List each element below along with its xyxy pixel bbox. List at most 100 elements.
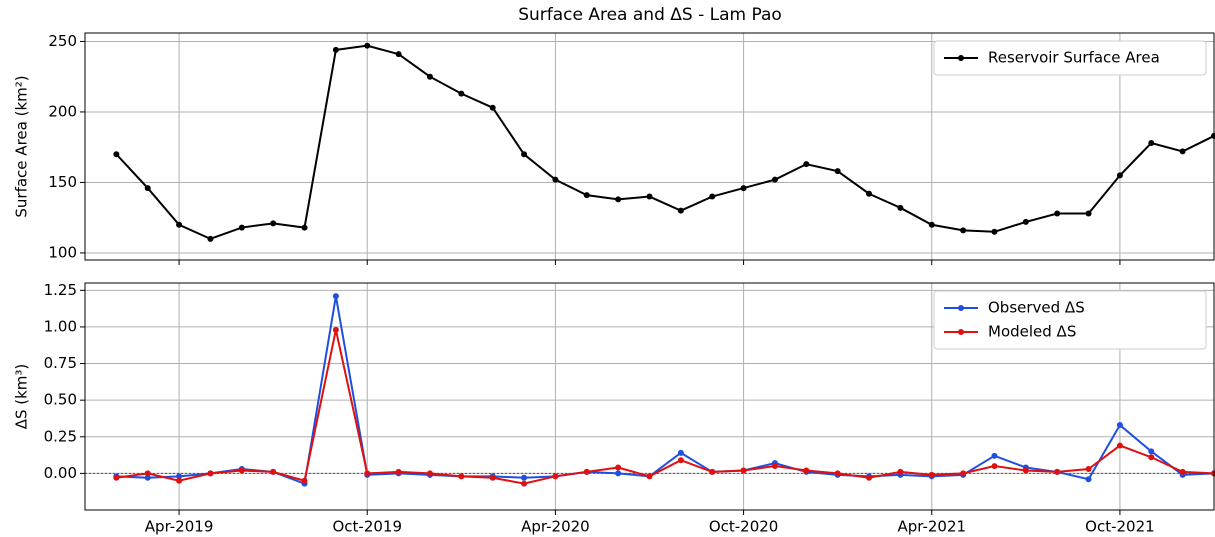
point xyxy=(144,185,151,192)
point xyxy=(270,220,277,227)
point xyxy=(834,168,841,175)
point xyxy=(1085,476,1092,483)
point xyxy=(897,204,904,211)
point xyxy=(928,471,935,478)
point xyxy=(332,46,339,53)
point xyxy=(803,161,810,168)
point xyxy=(615,196,622,203)
point xyxy=(1148,139,1155,146)
x-tick-label: Apr-2021 xyxy=(897,518,966,536)
point xyxy=(709,468,716,475)
point xyxy=(740,467,747,474)
point xyxy=(270,468,277,475)
point xyxy=(677,207,684,214)
point xyxy=(1022,467,1029,474)
legend-label: Modeled ΔS xyxy=(988,323,1076,341)
point xyxy=(1054,468,1061,475)
point xyxy=(615,464,622,471)
y-tick-label: 0.00 xyxy=(44,464,77,482)
legend-label: Reservoir Surface Area xyxy=(988,49,1160,67)
y-tick-label: 1.25 xyxy=(44,281,77,299)
series-line xyxy=(115,44,1215,240)
point xyxy=(207,470,214,477)
x-tick-label: Oct-2020 xyxy=(709,518,779,536)
point xyxy=(615,470,622,477)
point xyxy=(646,193,653,200)
point xyxy=(144,470,151,477)
point xyxy=(176,473,183,480)
point xyxy=(552,176,559,183)
point xyxy=(113,151,120,158)
legend-label: Observed ΔS xyxy=(988,299,1085,317)
point xyxy=(1179,148,1186,155)
point xyxy=(364,42,371,49)
point xyxy=(677,457,684,464)
point xyxy=(1116,172,1123,179)
point xyxy=(771,176,778,183)
point xyxy=(458,473,465,480)
point xyxy=(521,480,528,487)
point xyxy=(332,326,339,333)
x-tick-label: Oct-2021 xyxy=(1085,518,1155,536)
y-tick-label: 150 xyxy=(48,173,77,191)
point xyxy=(332,293,339,300)
point xyxy=(1148,448,1155,455)
point xyxy=(1085,210,1092,217)
y-tick-label: 0.50 xyxy=(44,391,77,409)
point xyxy=(238,224,245,231)
legend-marker xyxy=(958,305,964,311)
point xyxy=(426,73,433,80)
x-tick-label: Apr-2020 xyxy=(521,518,590,536)
point xyxy=(521,151,528,158)
chart-title: Surface Area and ΔS - Lam Pao xyxy=(518,5,782,25)
point xyxy=(1054,210,1061,217)
point xyxy=(207,235,214,242)
point xyxy=(364,470,371,477)
y-tick-label: 100 xyxy=(48,243,77,261)
point xyxy=(458,90,465,97)
point xyxy=(1085,465,1092,472)
legend-box xyxy=(933,40,1207,76)
point xyxy=(834,470,841,477)
point xyxy=(489,474,496,481)
point xyxy=(1116,442,1123,449)
y-tick-label: 0.75 xyxy=(44,354,77,372)
point xyxy=(960,470,967,477)
point xyxy=(395,51,402,58)
point xyxy=(583,192,590,199)
legend-marker xyxy=(958,329,964,335)
point xyxy=(771,463,778,470)
axes-frame xyxy=(84,282,1215,511)
point xyxy=(866,190,873,197)
point xyxy=(426,470,433,477)
point xyxy=(897,468,904,475)
point xyxy=(960,227,967,234)
legend-box xyxy=(933,290,1207,350)
point xyxy=(395,468,402,475)
point xyxy=(1116,422,1123,429)
x-tick-label: Apr-2019 xyxy=(145,518,214,536)
point xyxy=(866,474,873,481)
point xyxy=(803,467,810,474)
y-axis-label: ΔS (km³) xyxy=(13,364,31,430)
point xyxy=(489,104,496,111)
point xyxy=(1148,454,1155,461)
point xyxy=(552,473,559,480)
legend-marker xyxy=(958,55,964,61)
point xyxy=(1179,468,1186,475)
point xyxy=(646,473,653,480)
point xyxy=(301,224,308,231)
point xyxy=(521,474,528,481)
point xyxy=(176,477,183,484)
y-tick-label: 0.25 xyxy=(44,427,77,445)
point xyxy=(1022,218,1029,225)
axes-frame xyxy=(84,32,1215,261)
point xyxy=(301,477,308,484)
point xyxy=(991,228,998,235)
series-line xyxy=(116,329,1215,485)
point xyxy=(991,463,998,470)
y-tick-label: 250 xyxy=(48,32,77,50)
point xyxy=(991,452,998,459)
point xyxy=(677,449,684,456)
